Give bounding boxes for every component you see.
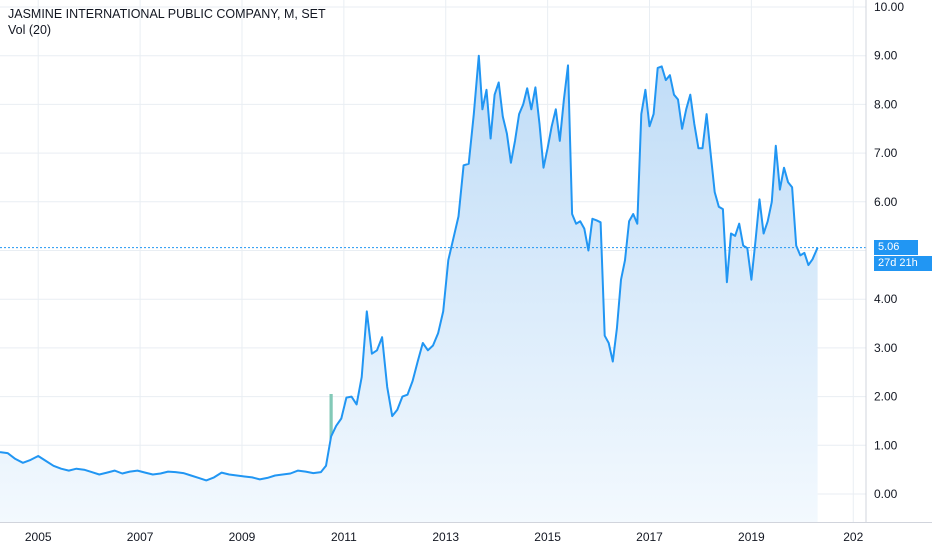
- price-area: [0, 55, 818, 522]
- price-tick-label: 10.00: [874, 0, 904, 14]
- chart-legend: JASMINE INTERNATIONAL PUBLIC COMPANY, M,…: [8, 6, 326, 38]
- time-tick-label: 2009: [229, 530, 256, 544]
- bar-countdown-label: 27d 21h: [874, 255, 932, 271]
- volume-indicator-label[interactable]: Vol (20): [8, 23, 52, 37]
- price-tick-label: 6.00: [874, 195, 898, 209]
- time-tick-label: 202: [843, 530, 863, 544]
- price-tick-label: 4.00: [874, 292, 898, 306]
- price-tick-label: 0.00: [874, 487, 898, 501]
- price-tick-label: 1.00: [874, 438, 898, 452]
- time-tick-label: 2019: [738, 530, 765, 544]
- time-tick-label: 2007: [127, 530, 154, 544]
- time-tick-label: 2015: [534, 530, 561, 544]
- price-tick-label: 7.00: [874, 146, 898, 160]
- last-price-label: 5.06: [874, 240, 918, 256]
- price-line-path: [0, 54, 819, 482]
- price-axis: 10.009.008.007.006.005.004.003.002.001.0…: [874, 0, 904, 501]
- symbol-title[interactable]: JASMINE INTERNATIONAL PUBLIC COMPANY, M,…: [8, 7, 326, 21]
- time-tick-label: 2011: [331, 530, 357, 544]
- price-tick-label: 9.00: [874, 49, 898, 63]
- time-axis: 2005 2007 2009 2011 2013 2015 2017 2019 202: [25, 530, 864, 544]
- price-tick-label: 3.00: [874, 341, 898, 355]
- price-line: [0, 54, 819, 482]
- price-area-fill: [0, 55, 818, 522]
- price-tick-label: 2.00: [874, 390, 898, 404]
- price-tick-label: 8.00: [874, 97, 898, 111]
- time-tick-label: 2017: [636, 530, 663, 544]
- time-tick-label: 2005: [25, 530, 52, 544]
- time-tick-label: 2013: [432, 530, 459, 544]
